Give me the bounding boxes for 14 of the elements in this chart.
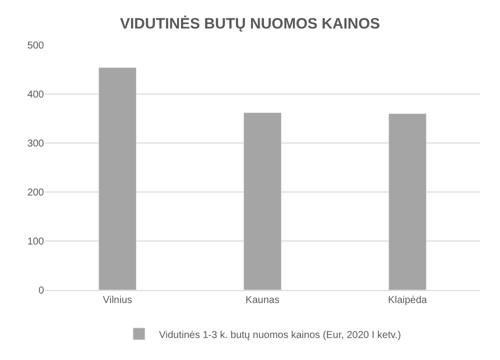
x-tick-label: Kaunas — [246, 295, 280, 306]
y-tick-label: 200 — [27, 188, 44, 198]
y-tick-label: 100 — [27, 236, 44, 248]
y-tick-label: 400 — [27, 90, 44, 100]
y-tick-label: 500 — [27, 40, 44, 52]
chart-title: VIDUTINĖS BUTŲ NUOMOS KAINOS — [120, 16, 380, 32]
bar — [243, 112, 282, 290]
y-tick-label: 0 — [38, 286, 44, 296]
bar — [388, 113, 427, 290]
x-tick-label: Klaipėda — [388, 295, 428, 306]
legend-label: Vidutinės 1-3 k. butų nuomos kainos (Eur, 2020 I ketv.) — [159, 330, 401, 341]
y-tick-label: 300 — [27, 138, 44, 150]
bar — [98, 67, 137, 290]
x-tick-label: Vilnius — [102, 295, 132, 306]
